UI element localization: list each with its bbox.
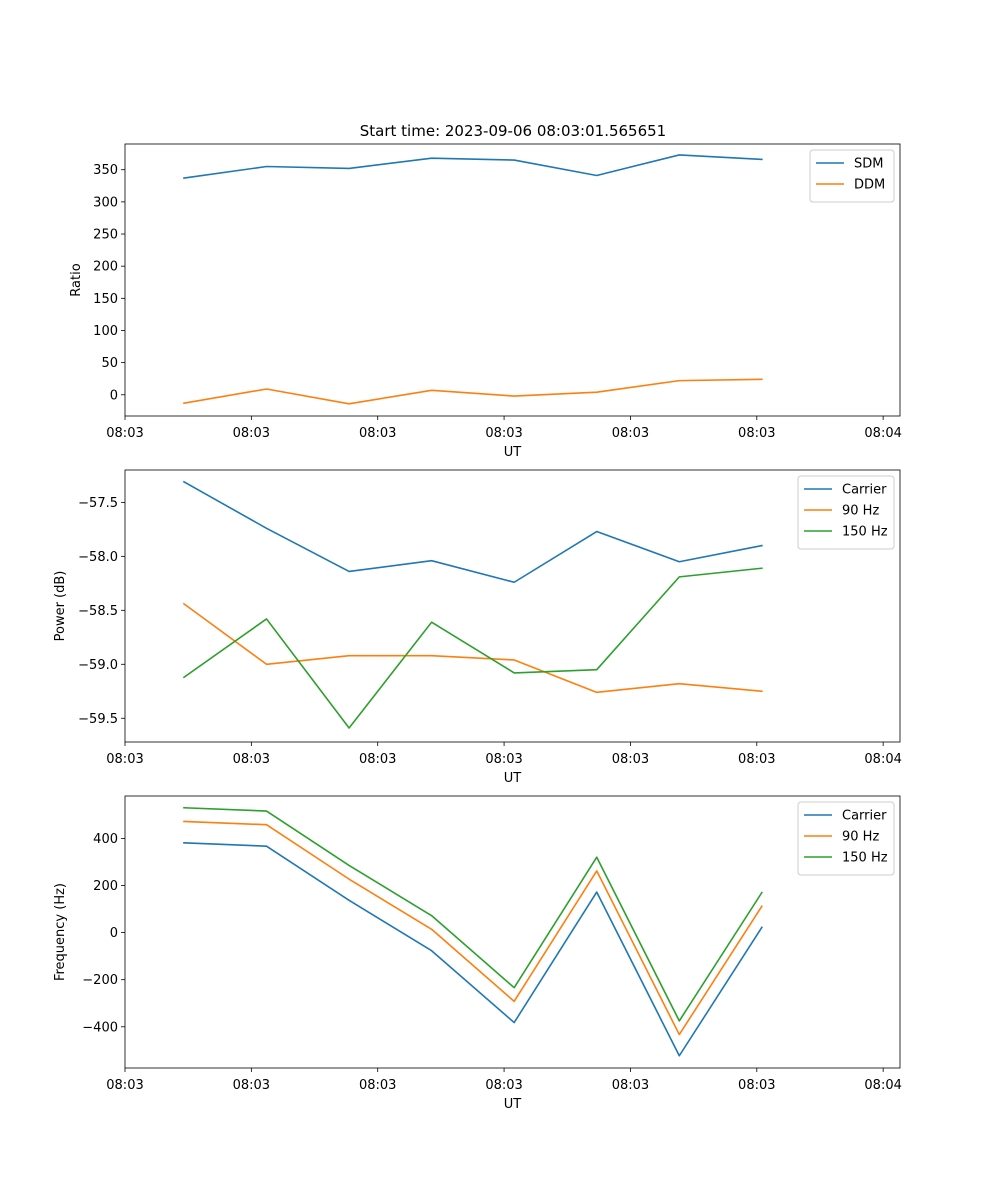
x-tick-label: 08:03: [485, 426, 522, 441]
x-tick-label: 08:04: [864, 752, 901, 767]
y-tick-label: 400: [93, 832, 118, 847]
series-line-90-hz: [182, 602, 763, 694]
series-line-sdm: [183, 154, 763, 179]
x-tick-label: 08:03: [233, 1078, 270, 1093]
x-tick-label: 08:03: [233, 426, 270, 441]
axes-frame: [124, 143, 901, 417]
series-line-90-hz: [183, 820, 763, 1036]
legend-label: 150 Hz: [842, 851, 888, 866]
y-tick-label: 200: [93, 260, 118, 275]
x-tick-label: 08:03: [359, 1078, 396, 1093]
x-axis-label: UT: [504, 771, 522, 786]
y-tick-label: 150: [93, 292, 118, 307]
legend-label: 90 Hz: [842, 830, 879, 845]
y-tick-label: −400: [82, 1020, 118, 1035]
axes-frame: [124, 469, 901, 743]
power-panel: −59.5 −59.0 −58.5 −58.0 −57.5 08:03 08:03 08:03…: [53, 469, 902, 786]
series-line-carrier: [182, 480, 763, 584]
y-tick-label: 0: [110, 926, 118, 941]
x-tick-label: 08:03: [485, 752, 522, 767]
series-line-150-hz: [182, 567, 763, 729]
y-tick-label: −58.0: [78, 550, 118, 565]
figure-title: Start time: 2023-09-06 08:03:01.565651: [360, 122, 666, 140]
x-tick-label: 08:03: [738, 1078, 775, 1093]
x-tick-label: 08:03: [106, 1078, 143, 1093]
x-tick-label: 08:04: [864, 1078, 901, 1093]
legend-label: SDM: [854, 157, 883, 172]
legend-label: DDM: [854, 178, 885, 193]
legend-label: 90 Hz: [842, 504, 879, 519]
y-tick-label: −58.5: [78, 604, 118, 619]
x-tick-label: 08:03: [359, 426, 396, 441]
legend-label: Carrier: [842, 809, 887, 824]
y-axis-label: Ratio: [69, 263, 84, 296]
frequency-panel: −400 −200 0 200 400 08:03 08:03 08:03 08:03 08:03…: [53, 795, 902, 1112]
x-tick-label: 08:03: [738, 752, 775, 767]
y-tick-label: 300: [93, 195, 118, 210]
x-tick-label: 08:03: [106, 426, 143, 441]
y-tick-label: −59.0: [78, 658, 118, 673]
ratio-panel: 0 50 100 150 200 250 300 350 08:03 08:03 08:03 08:0…: [69, 143, 902, 460]
y-tick-label: 100: [93, 324, 118, 339]
axes-frame: [124, 795, 901, 1069]
x-tick-label: 08:03: [612, 1078, 649, 1093]
y-tick-label: 50: [101, 356, 118, 371]
x-tick-label: 08:03: [738, 426, 775, 441]
y-tick-label: −59.5: [78, 712, 118, 727]
x-axis-label: UT: [504, 1097, 522, 1112]
y-tick-label: −57.5: [78, 496, 118, 511]
x-tick-label: 08:03: [106, 752, 143, 767]
series-line-150-hz: [183, 806, 763, 1022]
x-tick-label: 08:03: [485, 1078, 522, 1093]
legend-label: Carrier: [842, 483, 887, 498]
y-tick-label: 350: [93, 163, 118, 178]
x-tick-label: 08:03: [612, 426, 649, 441]
x-tick-label: 08:03: [233, 752, 270, 767]
x-tick-label: 08:03: [612, 752, 649, 767]
x-tick-label: 08:04: [864, 426, 901, 441]
legend-label: 150 Hz: [842, 525, 888, 540]
y-tick-label: −200: [82, 973, 118, 988]
y-tick-label: 0: [110, 388, 118, 403]
series-line-ddm: [183, 378, 763, 405]
x-axis-label: UT: [504, 445, 522, 460]
y-axis-label: Power (dB): [53, 571, 68, 642]
y-axis-label: Frequency (Hz): [53, 883, 68, 981]
series-line-carrier: [183, 842, 763, 1057]
y-tick-label: 250: [93, 228, 118, 243]
y-tick-label: 200: [93, 879, 118, 894]
x-tick-label: 08:03: [359, 752, 396, 767]
